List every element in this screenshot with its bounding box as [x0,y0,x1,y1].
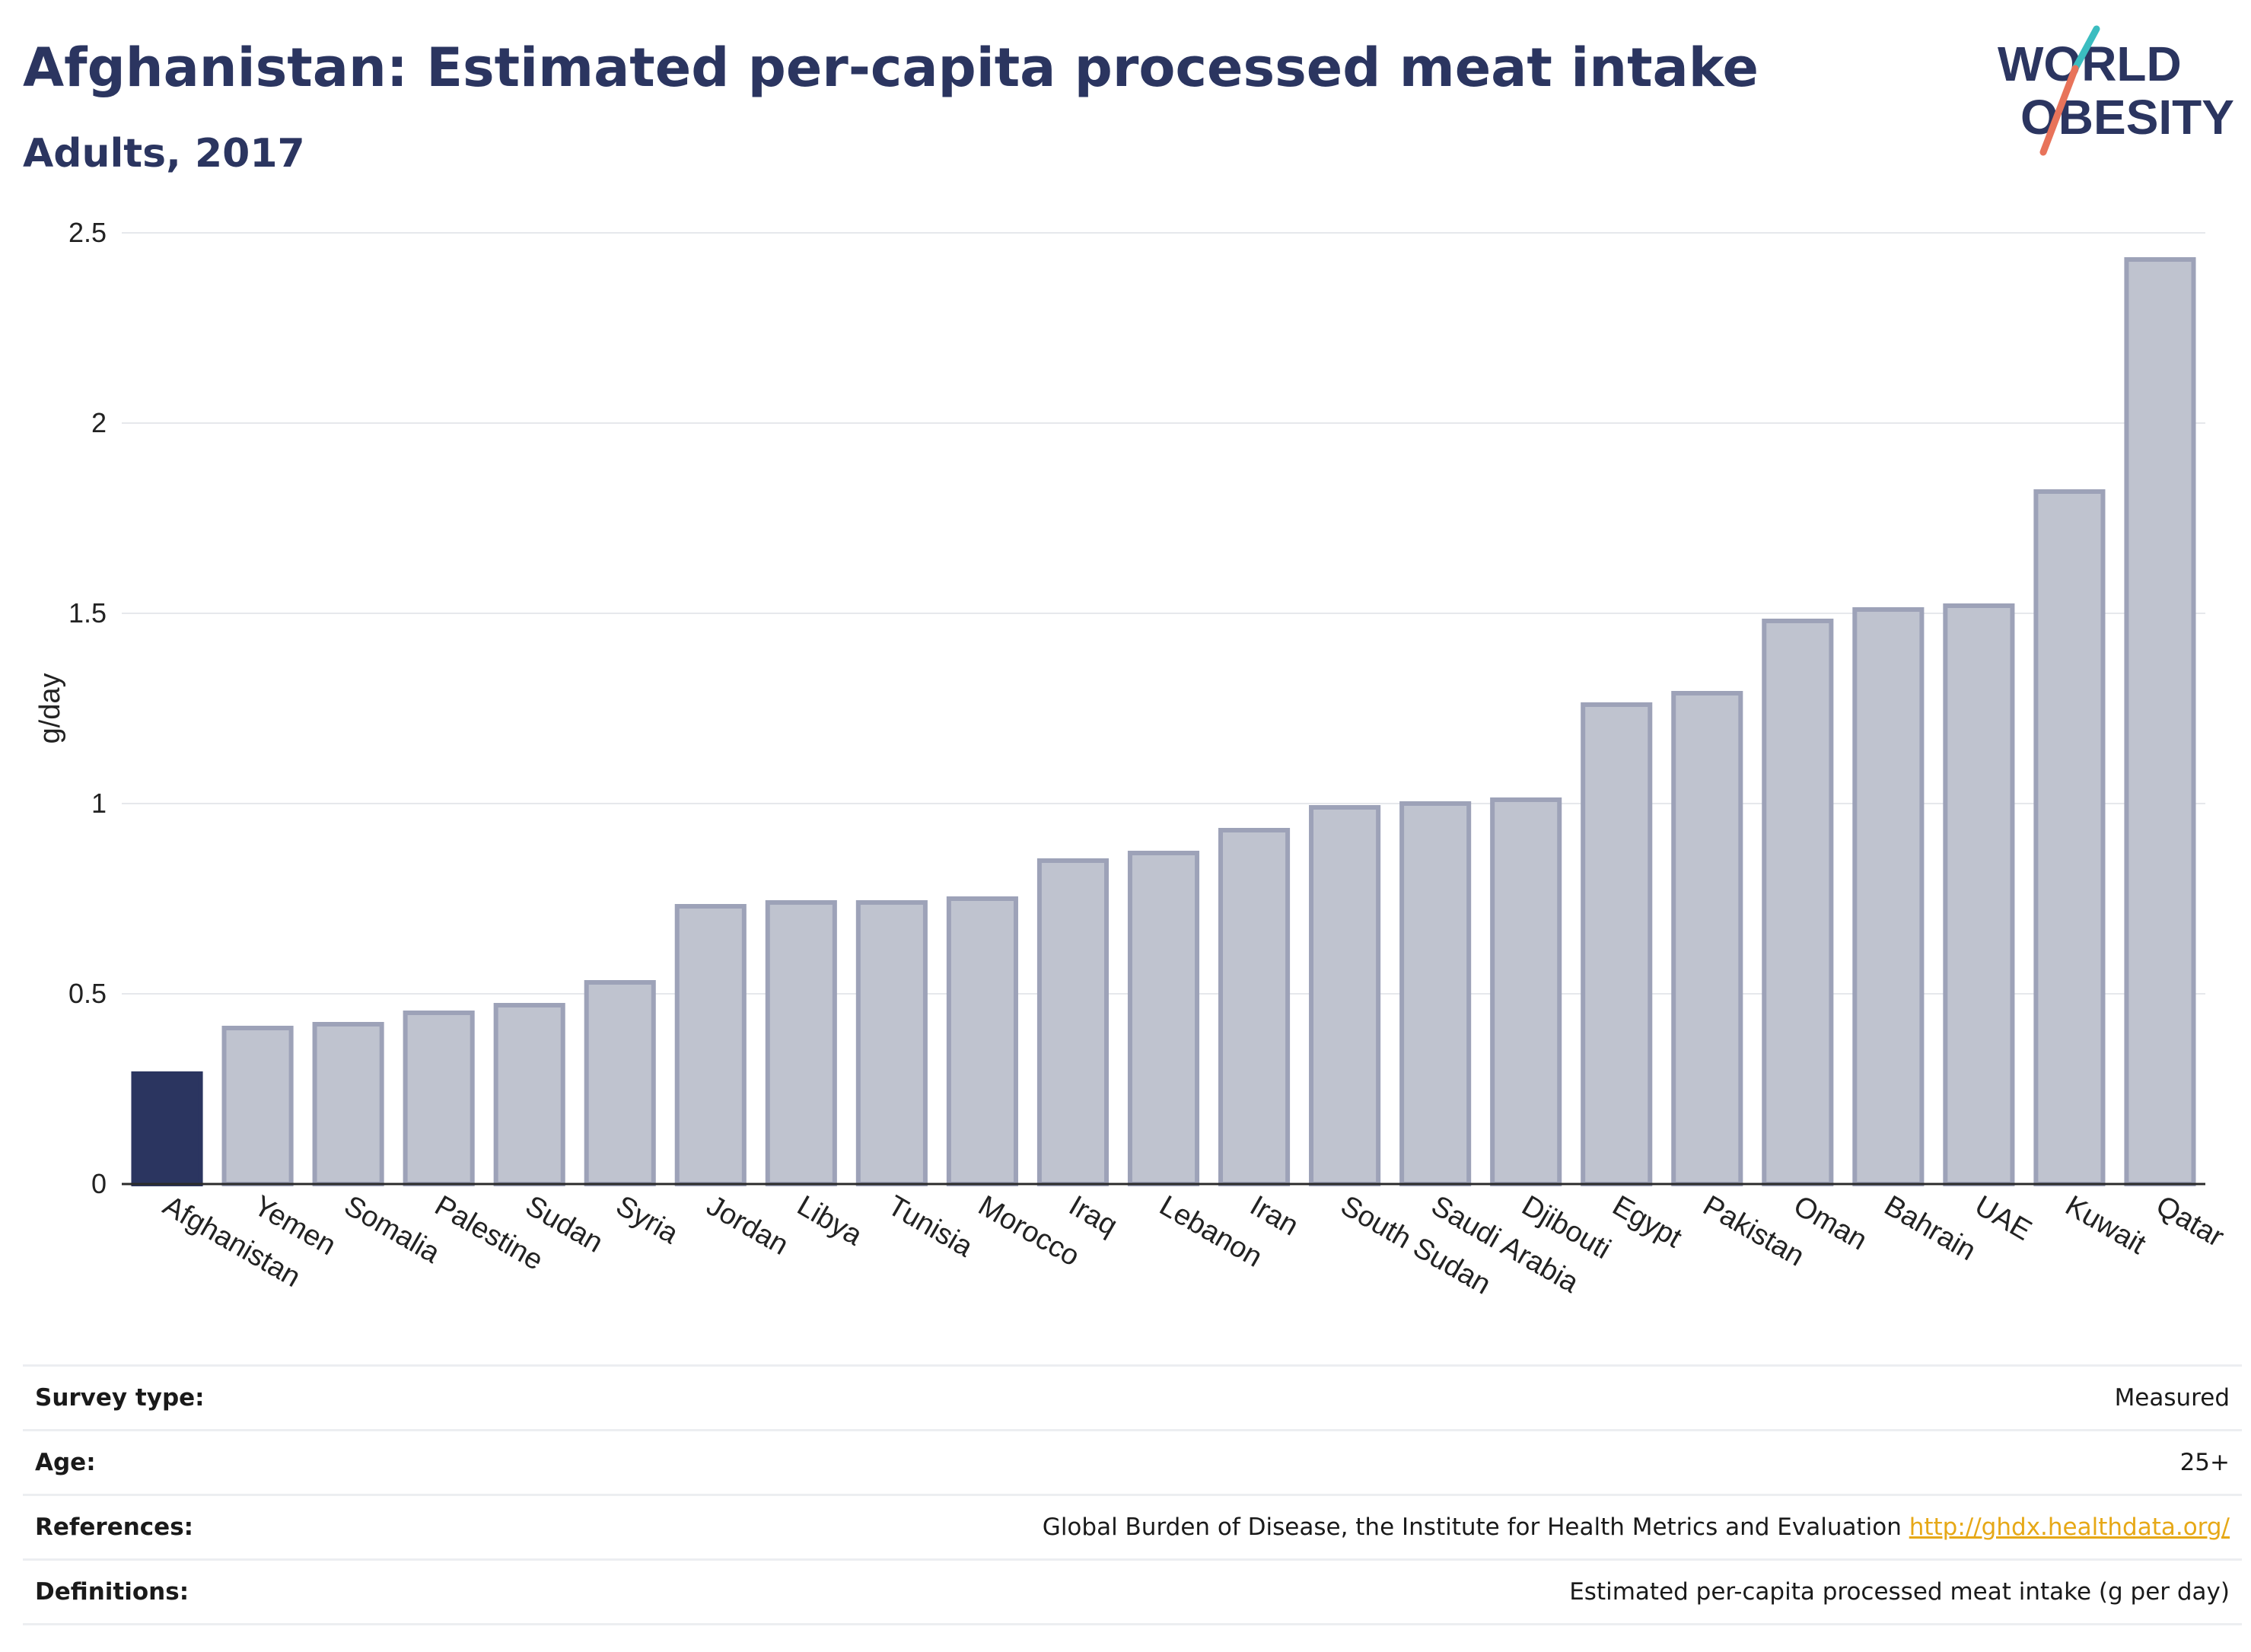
info-row-age: Age: 25+ [23,1429,2242,1495]
age-value: 25+ [306,1429,2242,1495]
x-tick-label: Egypt [1607,1189,1688,1254]
bar-uae [1943,603,2015,1186]
world-obesity-logo: WORLD OBESITY [1998,25,2234,156]
definitions-label: Definitions: [23,1558,306,1625]
x-tick-label: Iraq [1063,1189,1122,1242]
y-tick-label: 1 [91,788,107,819]
info-row-survey-type: Survey type: Measured [23,1364,2242,1431]
logo-slash-teal [2071,25,2100,72]
definitions-value: Estimated per-capita processed meat inta… [306,1558,2242,1625]
logo-slash-coral [2039,65,2079,156]
bar-djibouti [1490,797,1562,1186]
bar-saudi-arabia [1399,801,1472,1186]
y-tick-label: 0 [91,1168,107,1199]
y-tick-label: 2 [91,407,107,438]
references-link[interactable]: http://ghdx.healthdata.org/ [1909,1514,2230,1541]
bar-morocco [946,896,1018,1186]
x-tick-label: Libya [791,1189,868,1252]
survey-type-label: Survey type: [23,1364,306,1431]
bar-sudan [493,1003,565,1186]
bar-oman [1762,619,1834,1186]
info-row-definitions: Definitions: Estimated per-capita proces… [23,1558,2242,1625]
references-value: Global Burden of Disease, the Institute … [1042,1514,1902,1541]
bar-afghanistan [131,1071,203,1186]
y-tick-label: 1.5 [68,597,107,629]
bar-pakistan [1671,691,1743,1186]
chart-subtitle: Adults, 2017 [23,131,305,177]
y-axis-ticks: 0 0.5 1 1.5 2 2.5 [68,217,107,1199]
info-table: Survey type: Measured Age: 25+ Reference… [23,1364,2242,1625]
bar-palestine [403,1011,475,1186]
y-tick-label: 2.5 [68,217,107,248]
bar-iraq [1036,858,1110,1186]
x-tick-label: Morocco [973,1189,1084,1272]
info-row-references: References: Global Burden of Disease, th… [23,1494,2242,1560]
survey-type-value: Measured [306,1364,2242,1431]
x-tick-label: Qatar [2151,1189,2230,1253]
x-tick-label: Somalia [339,1189,446,1269]
x-tick-label: Jordan [701,1189,794,1261]
x-tick-label: Syria [610,1189,684,1250]
bar-somalia [312,1022,384,1186]
chart-title: Afghanistan: Estimated per-capita proces… [23,37,1759,99]
bars [131,257,2196,1186]
bar-syria [584,980,656,1186]
bar-kuwait [2033,489,2106,1186]
bar-egypt [1581,702,1653,1186]
bar-tunisia [855,900,928,1186]
x-tick-label: Pakistan [1698,1189,1810,1272]
y-axis-label: g/day [34,673,66,744]
references-cell: Global Burden of Disease, the Institute … [306,1494,2242,1560]
bar-jordan [674,904,747,1186]
bar-chart: 0 0.5 1 1.5 2 2.5 AfghanistanYemenSomaliaPale… [34,217,2230,1301]
x-tick-label: Kuwait [2060,1189,2151,1261]
x-tick-label: Tunisia [882,1189,979,1263]
y-tick-label: 0.5 [68,978,107,1009]
x-tick-label: Lebanon [1154,1189,1268,1273]
x-tick-label: Bahrain [1879,1189,1981,1267]
bar-yemen [221,1026,294,1186]
age-label: Age: [23,1429,306,1495]
bar-libya [765,900,837,1186]
bar-bahrain [1852,607,1925,1186]
bar-south-sudan [1309,805,1381,1186]
bar-lebanon [1127,851,1200,1186]
bar-qatar [2124,257,2196,1186]
bar-iran [1218,828,1291,1186]
x-tick-label: Iran [1245,1189,1304,1242]
references-label: References: [23,1494,306,1560]
